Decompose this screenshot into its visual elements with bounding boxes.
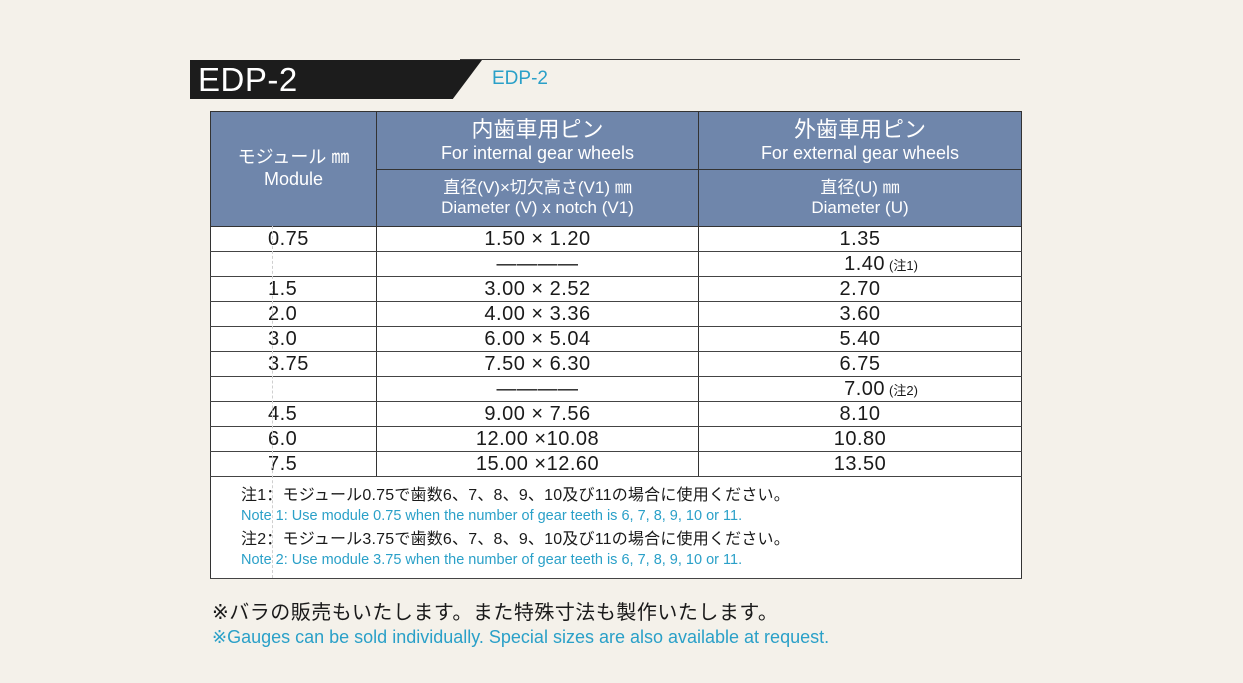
note-marker: (注1): [889, 257, 918, 273]
table-row: 1.5 3.00 × 2.52 2.70: [210, 276, 1022, 302]
module-cell: 1.5: [210, 276, 377, 302]
module-cell: 6.0: [210, 426, 377, 452]
internal-cell: 4.00 × 3.36: [376, 301, 699, 327]
external-cell: 1.40 (注1): [698, 251, 1022, 277]
internal-header: 内歯車用ピン For internal gear wheels: [376, 111, 699, 170]
footer-note-jp: ※バラの販売もいたします。また特殊寸法も製作いたします。: [212, 602, 779, 624]
table-row: 4.5 9.00 × 7.56 8.10: [210, 401, 1022, 427]
external-cell: 7.00 (注2): [698, 376, 1022, 402]
external-value: 8.10: [839, 402, 881, 425]
external-value: 1.35: [839, 227, 881, 250]
notes-row: 注1：モジュール0.75で歯数6、7、8、9、10及び11の場合に使用ください。…: [210, 476, 1022, 579]
internal-cell: 1.50 × 1.20: [376, 226, 699, 252]
external-cell: 1.35: [698, 226, 1022, 252]
internal-cell: ————: [376, 376, 699, 402]
note-1-en: Note 1: Use module 0.75 when the number …: [241, 508, 743, 524]
subtitle: EDP-2: [492, 68, 548, 89]
internal-cell: 6.00 × 5.04: [376, 326, 699, 352]
internal-header-en: For internal gear wheels: [440, 142, 635, 163]
module-header-jp: モジュール ㎜: [237, 147, 350, 168]
notes-cell: 注1：モジュール0.75で歯数6、7、8、9、10及び11の場合に使用ください。…: [210, 476, 1022, 579]
external-value: 2.70: [839, 277, 881, 300]
table-row: ———— 7.00 (注2): [210, 376, 1022, 402]
internal-cell: ————: [376, 251, 699, 277]
header-rule: [460, 59, 1020, 60]
table-row: 6.0 12.00 ×10.08 10.80: [210, 426, 1022, 452]
external-cell: 5.40: [698, 326, 1022, 352]
external-header-jp: 外歯車用ピン: [793, 116, 926, 142]
module-cell: 0.75: [210, 226, 377, 252]
external-subheader-jp: 直径(U) ㎜: [820, 177, 900, 197]
footer-note-en: ※Gauges can be sold individually. Specia…: [212, 627, 830, 647]
internal-cell: 12.00 ×10.08: [376, 426, 699, 452]
spec-table: モジュール ㎜ Module 内歯車用ピン For internal gear …: [210, 111, 1022, 579]
external-cell: 13.50: [698, 451, 1022, 477]
internal-subheader: 直径(V)×切欠高さ(V1) ㎜ Diameter (V) x notch (V…: [376, 169, 699, 227]
external-value: 1.40: [844, 252, 886, 275]
table-row: 0.75 1.50 × 1.20 1.35: [210, 226, 1022, 252]
title-badge-text: EDP-2: [198, 61, 298, 98]
external-subheader: 直径(U) ㎜ Diameter (U): [698, 169, 1022, 227]
external-header: 外歯車用ピン For external gear wheels: [698, 111, 1022, 170]
module-cell: [210, 251, 377, 277]
external-header-en: For external gear wheels: [760, 142, 960, 163]
internal-subheader-en: Diameter (V) x notch (V1): [441, 198, 634, 217]
external-cell: 3.60: [698, 301, 1022, 327]
table-row: 3.75 7.50 × 6.30 6.75: [210, 351, 1022, 377]
external-subheader-en: Diameter (U): [811, 198, 909, 217]
module-cell: [210, 376, 377, 402]
internal-cell: 15.00 ×12.60: [376, 451, 699, 477]
module-header-en: Module: [263, 169, 324, 189]
external-value: 3.60: [839, 302, 881, 325]
internal-cell: 3.00 × 2.52: [376, 276, 699, 302]
table-row: 7.5 15.00 ×12.60 13.50: [210, 451, 1022, 477]
table-row: ———— 1.40 (注1): [210, 251, 1022, 277]
external-cell: 10.80: [698, 426, 1022, 452]
note-marker: (注2): [889, 382, 918, 398]
note-1-jp: 注1：モジュール0.75で歯数6、7、8、9、10及び11の場合に使用ください。: [241, 487, 790, 504]
external-value: 6.75: [839, 352, 881, 375]
external-value: 5.40: [839, 327, 881, 350]
dashed-guide-line: [272, 226, 273, 578]
external-value: 10.80: [833, 427, 887, 450]
external-cell: 6.75: [698, 351, 1022, 377]
module-cell: 2.0: [210, 301, 377, 327]
external-cell: 8.10: [698, 401, 1022, 427]
note-2-jp: 注2：モジュール3.75で歯数6、7、8、9、10及び11の場合に使用ください。: [241, 531, 790, 548]
module-cell: 4.5: [210, 401, 377, 427]
module-header: モジュール ㎜ Module: [210, 111, 377, 227]
internal-cell: 9.00 × 7.56: [376, 401, 699, 427]
title-badge: [190, 60, 482, 99]
module-cell: 7.5: [210, 451, 377, 477]
table-row: 3.0 6.00 × 5.04 5.40: [210, 326, 1022, 352]
external-value: 7.00: [844, 377, 886, 400]
external-cell: 2.70: [698, 276, 1022, 302]
note-2-en: Note 2: Use module 3.75 when the number …: [241, 552, 743, 568]
internal-subheader-jp: 直径(V)×切欠高さ(V1) ㎜: [443, 177, 632, 197]
module-cell: 3.0: [210, 326, 377, 352]
module-cell: 3.75: [210, 351, 377, 377]
internal-header-jp: 内歯車用ピン: [471, 116, 604, 142]
internal-cell: 7.50 × 6.30: [376, 351, 699, 377]
external-value: 13.50: [833, 452, 887, 475]
table-row: 2.0 4.00 × 3.36 3.60: [210, 301, 1022, 327]
